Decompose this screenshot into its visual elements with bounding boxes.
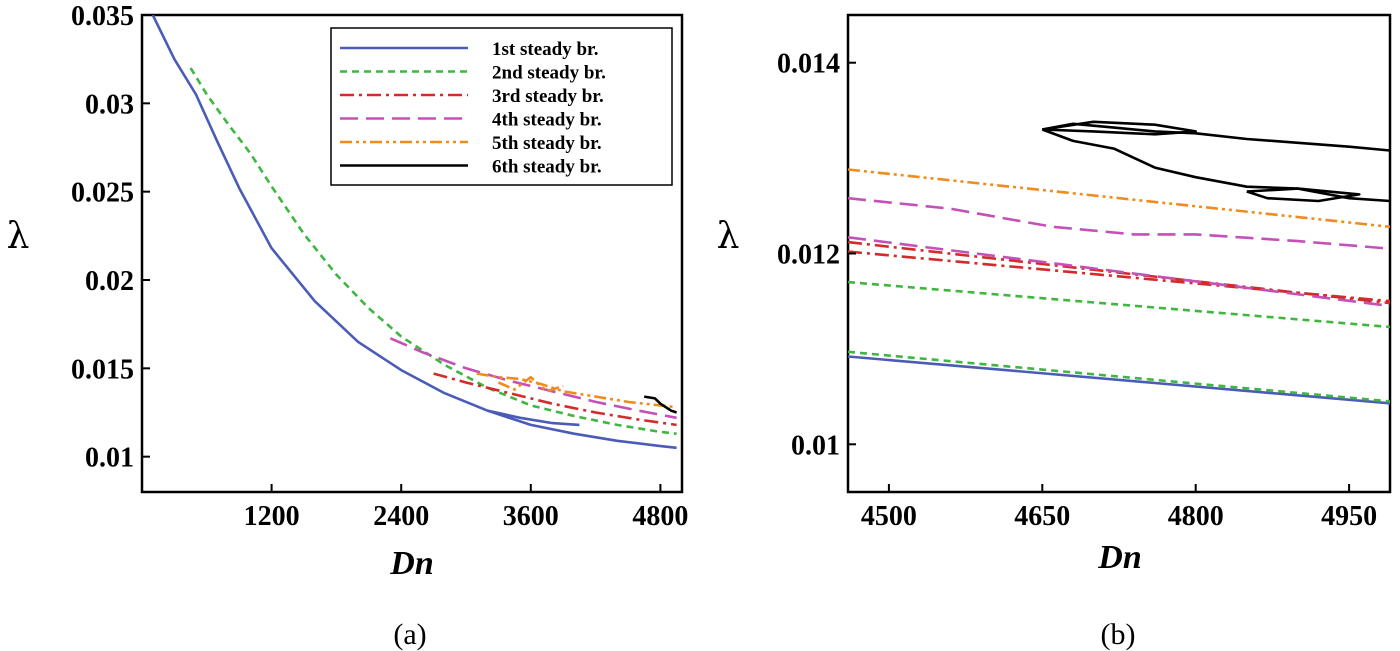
x-tick-label-a-1: 2400 (373, 501, 429, 532)
y-tick-label-a-3: 0.025 (71, 178, 134, 209)
panel-label-b: (b) (1101, 618, 1136, 651)
legend-label-1: 2nd steady br. (492, 63, 606, 84)
legend-label-2: 3rd steady br. (492, 86, 604, 107)
series-line-b-2 (848, 280, 1390, 329)
y-tick-label-b-0: 0.01 (791, 430, 840, 461)
series-line-b-10 (1042, 120, 1197, 136)
y-axis-label-b: λ (717, 216, 740, 257)
y-tick-label-a-0: 0.01 (85, 443, 134, 474)
series-line-b-9 (1042, 122, 1390, 152)
series-line-a-4 (389, 337, 677, 420)
x-tick-label-a-2: 3600 (503, 501, 559, 532)
series-line-a-2 (189, 67, 677, 435)
series-line-a-7 (643, 395, 678, 414)
panel-b: 4500 4650 4800 4950 0.01 0.012 0.014 Dn λ (b) (717, 13, 1392, 651)
series-line-b-3 (848, 250, 1390, 303)
legend-label-4: 5th steady br. (492, 133, 602, 154)
y-tick-label-a-5: 0.035 (71, 1, 134, 32)
y-tick-label-a-4: 0.03 (85, 89, 134, 120)
x-tick-label-b-1: 4650 (1014, 501, 1070, 532)
series-line-b-0 (848, 355, 1390, 405)
legend: 1st steady br. 2nd steady br.3rd steady b… (330, 27, 673, 186)
x-tick-label-b-3: 4950 (1321, 501, 1377, 532)
y-tick-label-a-2: 0.02 (85, 266, 134, 297)
panel-a: 1200 2400 3600 4800 0.01 0.015 0.02 0.025 0.03 0… (7, 1, 689, 651)
x-axis-label-b: Dn (1097, 539, 1141, 576)
y-axis-label-a: λ (7, 216, 30, 257)
series-line-b-5 (848, 236, 1390, 308)
plot-frame-b (846, 13, 1392, 494)
y-tick-label-b-1: 0.012 (777, 240, 840, 271)
series-line-a-1 (487, 409, 580, 427)
series-line-a-0 (151, 15, 677, 450)
legend-label-3: 4th steady br. (492, 110, 602, 131)
series-line-a-6 (497, 375, 564, 393)
series-line-b-7 (848, 168, 1390, 229)
panel-label-a: (a) (393, 618, 426, 651)
series-line-b-8 (1041, 128, 1390, 203)
x-tick-label-b-0: 4500 (861, 501, 917, 532)
x-tick-label-b-2: 4800 (1168, 501, 1224, 532)
x-tick-label-a-0: 1200 (244, 501, 300, 532)
legend-label-5: 6th steady br. (492, 157, 602, 178)
x-tick-label-a-3: 4800 (632, 501, 688, 532)
series-line-b-11 (1246, 187, 1361, 203)
series-line-a-5 (476, 372, 677, 409)
y-tick-label-a-1: 0.015 (71, 354, 134, 385)
series-line-b-1 (848, 350, 1390, 403)
legend-box (330, 27, 673, 186)
legend-label-0: 1st steady br. (492, 39, 598, 60)
plot-frame-a (140, 13, 684, 494)
y-tick-label-b-2: 0.014 (777, 49, 840, 80)
x-axis-label-a: Dn (389, 545, 433, 582)
series-line-a-3 (433, 372, 677, 427)
series-line-b-6 (848, 196, 1390, 250)
